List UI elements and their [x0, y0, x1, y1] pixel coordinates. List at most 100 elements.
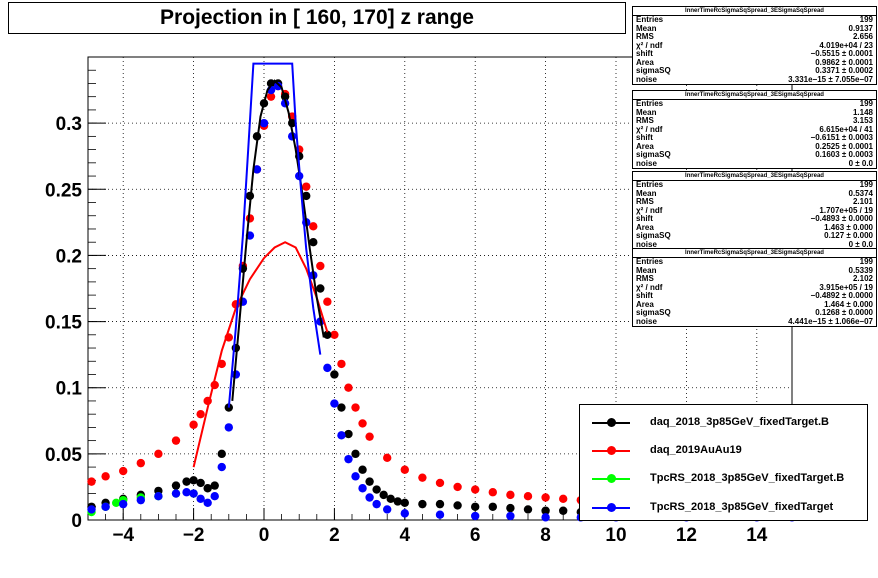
data-point — [189, 420, 198, 429]
data-point — [344, 383, 353, 392]
stats-row: χ² / ndf 4.019e+04 / 23 — [633, 40, 876, 51]
chart-title: Projection in [ 160, 170] z range — [8, 2, 626, 34]
stats-box: InnerTimeRcSigmaSqSpread_3ESigmaSqSpread… — [632, 171, 877, 250]
stats-value: 1.148 — [852, 107, 873, 117]
data-point — [154, 449, 163, 459]
stats-box: InnerTimeRcSigmaSqSpread_3ESigmaSqSpread… — [632, 6, 877, 85]
data-point — [330, 330, 339, 339]
data-point — [101, 472, 110, 481]
stats-key: RMS — [636, 32, 654, 41]
stats-value: −0.5515 ± 0.0001 — [810, 49, 873, 58]
data-point — [365, 477, 374, 486]
legend-marker-icon — [607, 446, 616, 455]
data-point — [316, 261, 325, 271]
data-point — [559, 494, 568, 504]
stats-key: Area — [636, 141, 654, 151]
data-point — [418, 499, 427, 509]
stats-row: χ² / ndf 1.707e+05 / 19 — [633, 205, 876, 216]
stats-value: 1.707e+05 / 19 — [819, 205, 873, 215]
stats-row: Mean 1.148 — [633, 107, 876, 118]
stats-value: 3.331e−15 ± 7.055e−07 — [788, 74, 873, 84]
x-tick-label: 0 — [259, 525, 270, 546]
data-point — [154, 491, 163, 501]
stats-key: noise — [636, 239, 657, 249]
stats-box-title: InnerTimeRcSigmaSqSpread_3ESigmaSqSpread — [633, 249, 876, 258]
stats-value: −0.4892 ± 0.0000 — [810, 291, 873, 300]
stats-value: 0 ± 0.0 — [848, 158, 873, 168]
stats-row: shift −0.4893 ± 0.0000 — [633, 214, 876, 224]
stats-value: 6.615e+04 / 41 — [819, 124, 873, 134]
stats-value: 3.915e+05 / 19 — [819, 282, 873, 292]
x-tick-label: 8 — [540, 525, 551, 546]
data-point — [541, 513, 550, 522]
data-point — [189, 489, 198, 498]
stats-value: 2.656 — [852, 32, 873, 41]
data-point — [266, 92, 276, 101]
stats-row: noise 0 ± 0.0 — [633, 239, 876, 250]
data-point — [119, 499, 128, 509]
stats-row: RMS 2.656 — [633, 32, 876, 42]
data-point — [203, 484, 212, 493]
stats-value: 0 ± 0.0 — [848, 239, 873, 249]
data-point — [471, 502, 480, 511]
stats-key: noise — [636, 158, 657, 168]
stats-value: 199 — [859, 99, 873, 108]
y-tick-label: 0.15 — [45, 313, 82, 334]
fit-curve — [231, 79, 325, 401]
stats-row: noise 0 ± 0.0 — [633, 158, 876, 169]
data-point — [196, 409, 205, 419]
data-point — [506, 490, 515, 500]
legend-marker-icon — [607, 503, 616, 512]
stats-row: sigmaSQ 0.1603 ± 0.0003 — [633, 150, 876, 160]
data-point — [259, 118, 269, 128]
data-point — [136, 458, 145, 468]
stats-value: 0.1603 ± 0.0003 — [815, 150, 873, 159]
data-point — [323, 330, 332, 339]
x-tick-label: −4 — [112, 525, 134, 546]
data-point — [189, 476, 198, 485]
data-point — [435, 478, 445, 488]
data-point — [372, 485, 381, 494]
data-point — [488, 502, 497, 511]
data-point — [372, 499, 381, 509]
data-point — [506, 503, 515, 513]
data-point — [351, 403, 360, 412]
legend-marker-icon — [607, 418, 616, 427]
data-point — [365, 493, 374, 502]
fit-curve — [227, 62, 322, 408]
stats-key: shift — [636, 214, 653, 223]
stats-box-title: InnerTimeRcSigmaSqSpread_3ESigmaSqSpread — [633, 172, 876, 181]
stats-row: noise 3.331e−15 ± 7.055e−07 — [633, 74, 876, 85]
data-point — [386, 494, 395, 504]
data-point — [523, 491, 533, 501]
stats-row: Mean 0.5339 — [633, 266, 876, 276]
data-point — [171, 481, 181, 490]
stats-value: 199 — [859, 15, 873, 24]
data-point — [171, 489, 181, 498]
y-tick-label: 0.2 — [56, 246, 82, 267]
data-point — [400, 465, 409, 474]
stats-key: Entries — [636, 99, 664, 108]
stats-row: shift −0.5515 ± 0.0001 — [633, 49, 876, 59]
stats-row: χ² / ndf 3.915e+05 / 19 — [633, 282, 876, 293]
stats-key: χ² / ndf — [636, 40, 663, 50]
data-point — [435, 510, 445, 519]
data-point — [252, 165, 262, 174]
data-point — [330, 370, 339, 379]
stats-key: Mean — [636, 23, 657, 33]
stats-value: 0.1268 ± 0.0000 — [815, 308, 873, 317]
stats-row: RMS 2.102 — [633, 274, 876, 284]
stats-key: χ² / ndf — [636, 282, 663, 292]
x-tick-label: 12 — [676, 525, 697, 546]
data-point — [471, 511, 480, 521]
legend-label: TpcRS_2018_3p85GeV_fixedTarget — [650, 501, 834, 513]
stats-value: 3.153 — [852, 116, 873, 125]
y-tick-label: 0 — [71, 511, 82, 532]
stats-key: noise — [636, 316, 657, 326]
data-point — [111, 498, 121, 508]
stats-key: shift — [636, 133, 653, 142]
stats-row: Area 1.463 ± 0.000 — [633, 223, 876, 233]
data-point — [358, 419, 367, 428]
data-point — [182, 488, 191, 497]
x-tick-label: 4 — [400, 525, 411, 546]
